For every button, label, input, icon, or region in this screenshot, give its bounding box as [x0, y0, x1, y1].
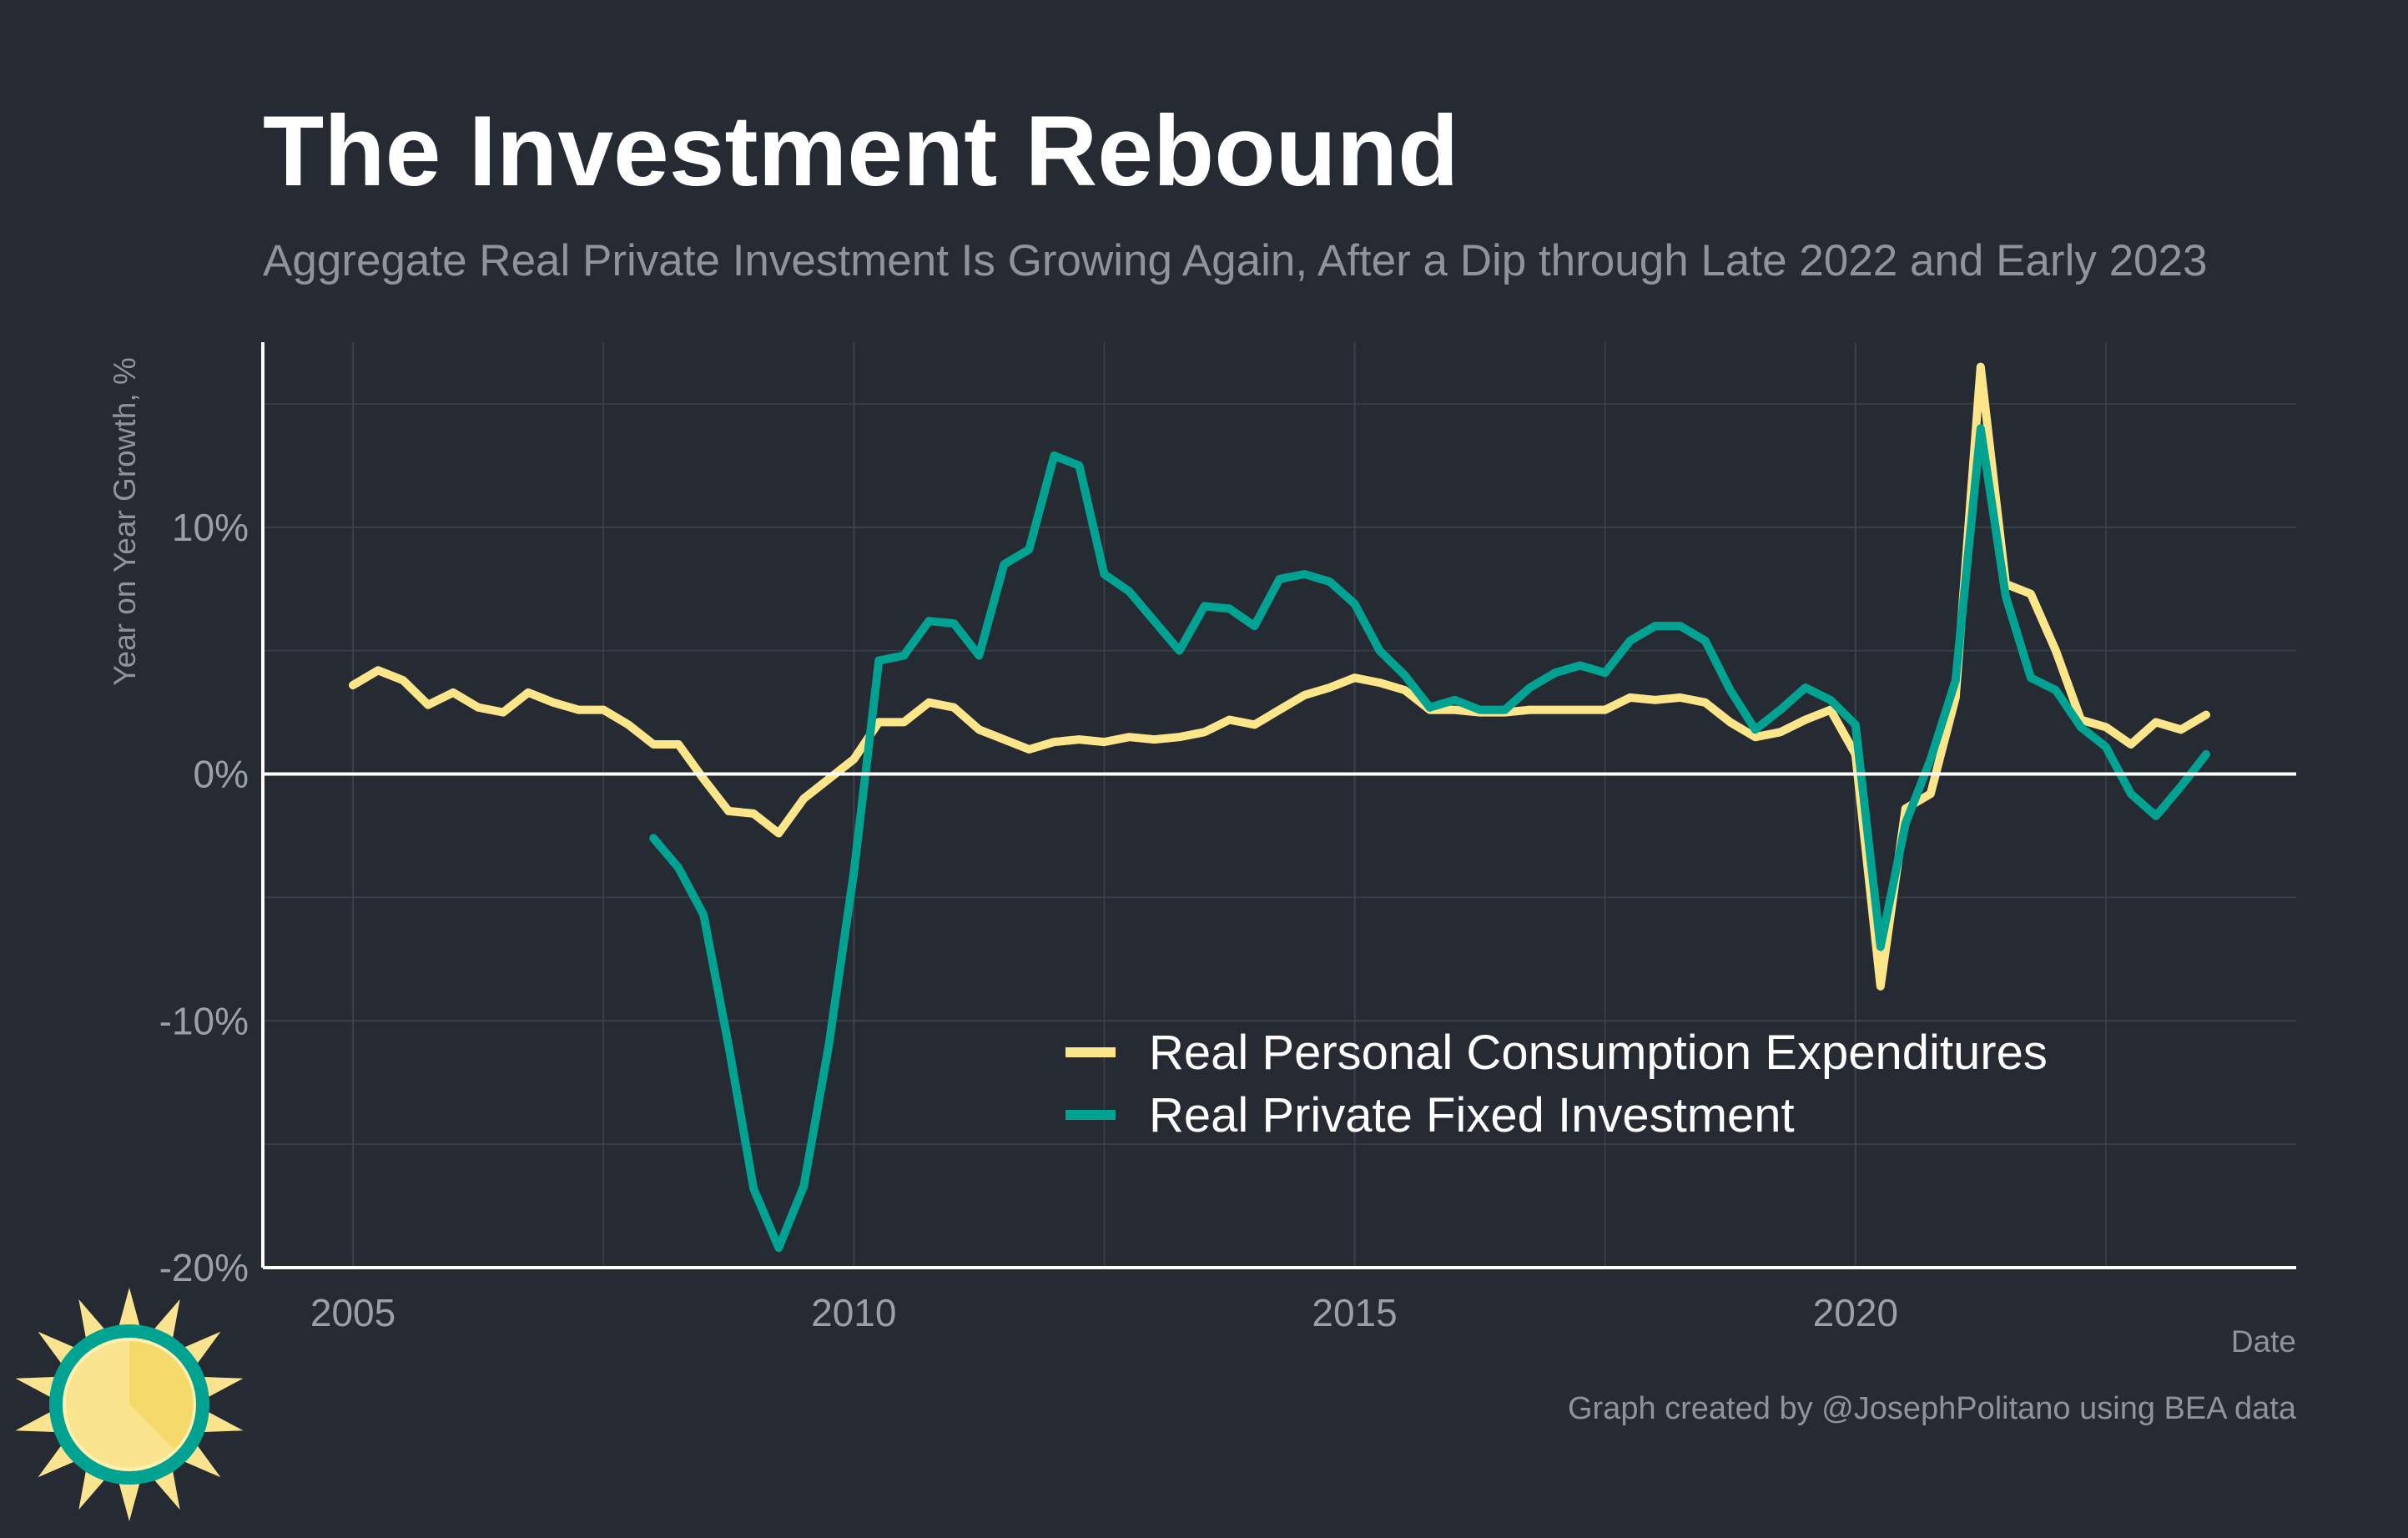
sun-logo-icon — [15, 1288, 244, 1521]
x-axis-title: Date — [2231, 1324, 2296, 1359]
series-line-investment — [649, 424, 2210, 1253]
y-axis-title: Year on Year Growth, % — [108, 357, 142, 686]
legend: Real Personal Consumption Expenditures R… — [1065, 1026, 2048, 1142]
tick-labels: 2005 2010 2015 2020 -20% -10% 0% 10% — [159, 506, 1898, 1334]
x-tick-label: 2005 — [310, 1291, 395, 1334]
x-tick-label: 2020 — [1813, 1291, 1898, 1334]
y-tick-label: -10% — [159, 999, 249, 1042]
x-tick-label: 2010 — [811, 1291, 896, 1334]
sun-shade-wedge — [129, 1340, 194, 1450]
y-tick-label: 0% — [194, 753, 249, 796]
y-tick-label: 10% — [172, 506, 249, 549]
legend-label-pce: Real Personal Consumption Expenditures — [1149, 1026, 2048, 1080]
chart-subtitle: Aggregate Real Private Investment Is Gro… — [263, 236, 2207, 285]
series-lines — [349, 362, 2210, 1253]
y-tick-label: -20% — [159, 1246, 249, 1289]
legend-label-investment: Real Private Fixed Investment — [1149, 1088, 1795, 1142]
plot-area: 2005 2010 2015 2020 -20% -10% 0% 10% — [159, 342, 2296, 1334]
chart-title: The Investment Rebound — [263, 95, 1458, 207]
source-caption: Graph created by @JosephPolitano using B… — [1568, 1391, 2297, 1426]
x-tick-label: 2015 — [1312, 1291, 1397, 1334]
axes — [261, 342, 2296, 1269]
